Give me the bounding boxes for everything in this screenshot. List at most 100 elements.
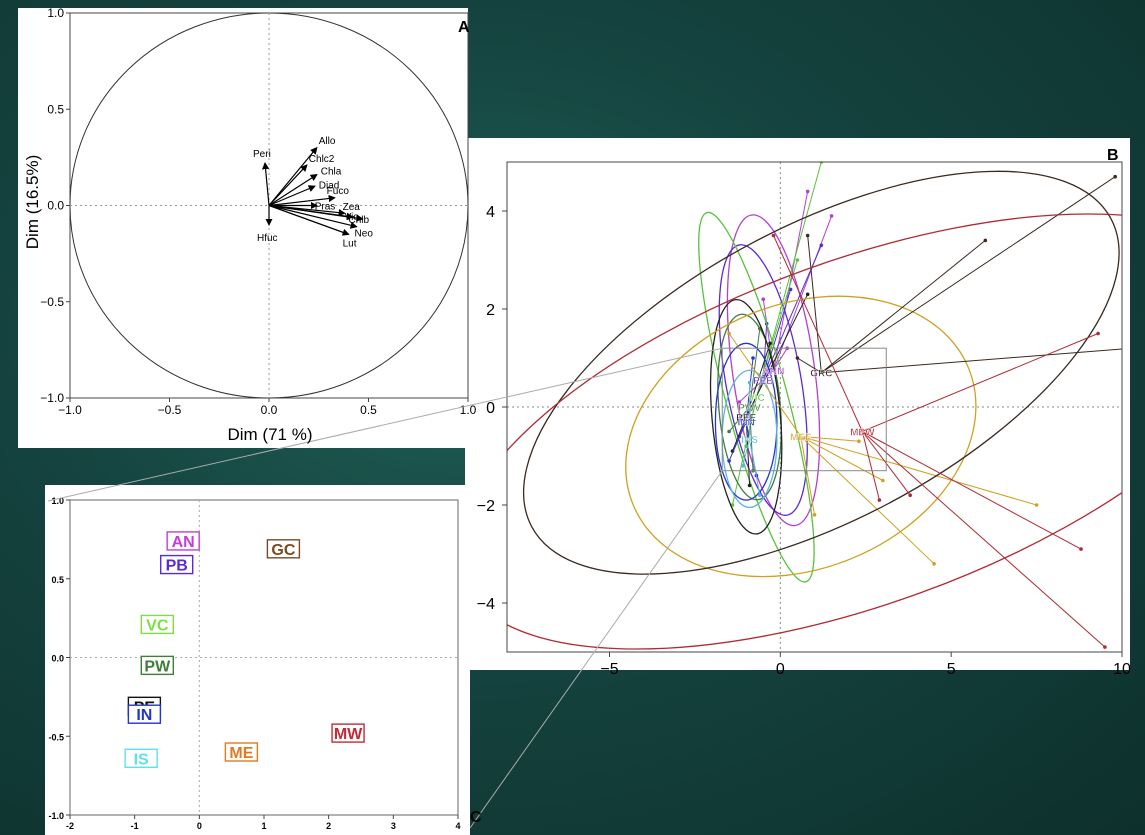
centroid-label-box	[124, 748, 158, 768]
sample-spoke-line	[800, 435, 1037, 506]
sample-point	[1096, 331, 1100, 336]
panel-c-y-tick-label: 0.0	[51, 654, 64, 664]
confidence-ellipse	[717, 313, 782, 501]
sample-point	[768, 341, 772, 346]
group-centroid-label: ANN	[763, 366, 785, 377]
sample-spoke-line	[821, 240, 986, 374]
sample-spoke-line	[732, 416, 747, 452]
panel-a-y-tick-label: 0.5	[47, 102, 64, 116]
centroid-label-box	[140, 655, 175, 676]
loading-vector-arrow	[268, 194, 336, 207]
group-centroid-label: PEE	[736, 413, 756, 424]
sample-point	[932, 562, 936, 566]
loading-vector-label: Chlc2	[309, 154, 335, 165]
sample-point	[795, 356, 800, 360]
sample-point	[747, 380, 752, 385]
centroid-label: PB	[166, 558, 188, 575]
loading-vector-label: Fuco	[327, 186, 350, 197]
sample-spoke-line	[749, 406, 754, 471]
group-centroid-label: GRC	[810, 369, 832, 380]
confidence-ellipse	[709, 298, 783, 535]
panel-b-x-tick-label: 0	[776, 661, 785, 678]
sample-point	[805, 233, 810, 238]
sample-point	[1130, 346, 1134, 350]
zoom-connector-top	[47, 347, 723, 502]
sample-spoke-line	[773, 191, 809, 371]
loading-vector-label: Lut	[343, 238, 357, 249]
sample-spoke-line	[773, 215, 833, 371]
sample-spoke-line	[861, 431, 880, 501]
centroid-label: ME	[229, 745, 253, 762]
sample-point	[788, 287, 793, 292]
group-centroid-label: INS	[741, 435, 758, 446]
confidence-ellipse	[507, 213, 1122, 650]
group-centroid-label: VIC	[748, 393, 765, 404]
sample-spoke-line	[821, 176, 1116, 374]
sample-point	[1079, 547, 1083, 551]
sample-point	[983, 238, 988, 243]
zoom-connector-lines	[47, 347, 723, 829]
loading-vector-label: Diad	[319, 180, 340, 191]
panel-b-letter: B	[1107, 147, 1119, 164]
centroid-label-box	[159, 554, 194, 575]
loading-vector-label: Zea	[343, 202, 361, 213]
confidence-ellipse	[625, 295, 977, 578]
sample-spoke-line	[728, 333, 802, 437]
sample-spoke-line	[745, 294, 809, 418]
loading-vector-label: Pras	[315, 202, 336, 213]
panel-b-plot-frame	[506, 161, 1123, 653]
centroid-label: IN	[136, 707, 152, 724]
sample-point	[771, 233, 776, 238]
loading-vector-label: Peri	[253, 149, 271, 160]
panel-a-y-tick-label: −1.0	[40, 391, 64, 405]
panel-c-y-tick-label: 0.5	[51, 575, 64, 585]
panel-b-x-tick-label: 5	[947, 661, 956, 678]
sample-spoke-line	[745, 416, 751, 486]
panel-a-x-tick-label: −1.0	[58, 403, 82, 417]
sample-spoke-line	[749, 438, 761, 496]
loading-vector-arrow	[268, 204, 364, 222]
group-centroid-label: INN	[738, 418, 755, 429]
centroid-label-box	[127, 704, 162, 724]
sample-point	[908, 493, 912, 498]
centroid-label: GC	[271, 542, 295, 559]
centroid-label: IS	[134, 751, 149, 768]
panel-c-x-tick-label: 3	[391, 821, 396, 831]
sample-spoke-line	[807, 235, 822, 373]
centroid-label: PW	[144, 658, 171, 675]
panel-c-x-tick-label: -2	[66, 821, 74, 831]
loading-vector-arrow	[268, 164, 308, 206]
sample-spoke-line	[862, 333, 1099, 432]
sample-point	[877, 498, 882, 502]
sample-point	[1113, 174, 1117, 179]
panel-a-y-tick-label: 0.0	[47, 199, 64, 213]
loading-vector-arrow	[268, 146, 318, 206]
sample-spoke-line	[745, 343, 771, 417]
panel-c-centroid-zoom: -2-1012341.00.50.0-0.5-1.0ANGCPBVCPWPEIN…	[48, 496, 460, 831]
sample-spoke-line	[821, 348, 1122, 374]
panel-a-ylabel: Dim (16.5%)	[23, 155, 42, 249]
zoom-connector-bottom	[469, 470, 723, 829]
panel-c-background	[45, 485, 470, 835]
panel-a-x-tick-label: 1.0	[460, 403, 477, 417]
sample-spoke-line	[732, 397, 757, 506]
sample-point	[819, 243, 824, 248]
loading-vector-label: Chla	[321, 167, 342, 178]
panel-c-x-tick-label: 1	[261, 821, 266, 831]
panel-c-x-tick-label: 4	[455, 821, 460, 831]
sample-spoke-line	[728, 406, 750, 432]
panel-a-x-tick-label: −0.5	[158, 403, 182, 417]
panel-a-x-tick-label: 0.5	[360, 403, 377, 417]
panel-a-letter: A	[458, 19, 470, 36]
panel-a-correlation-circle: −1.0 −0.5 0.0 0.5 1.0 −1.0 −0.5 0.0 0.5 1.0 Allo Pe…	[40, 6, 476, 417]
panel-c-x-tick-label: 2	[326, 821, 331, 831]
group-centroid-label: PWV	[738, 403, 761, 414]
group-centroid-label: PEB	[753, 376, 774, 387]
sample-point	[805, 189, 810, 194]
panel-a-y-tick-label: −0.5	[40, 295, 64, 309]
centroid-label: MW	[334, 726, 363, 743]
sample-point	[747, 483, 752, 488]
confidence-ellipse	[714, 342, 778, 501]
